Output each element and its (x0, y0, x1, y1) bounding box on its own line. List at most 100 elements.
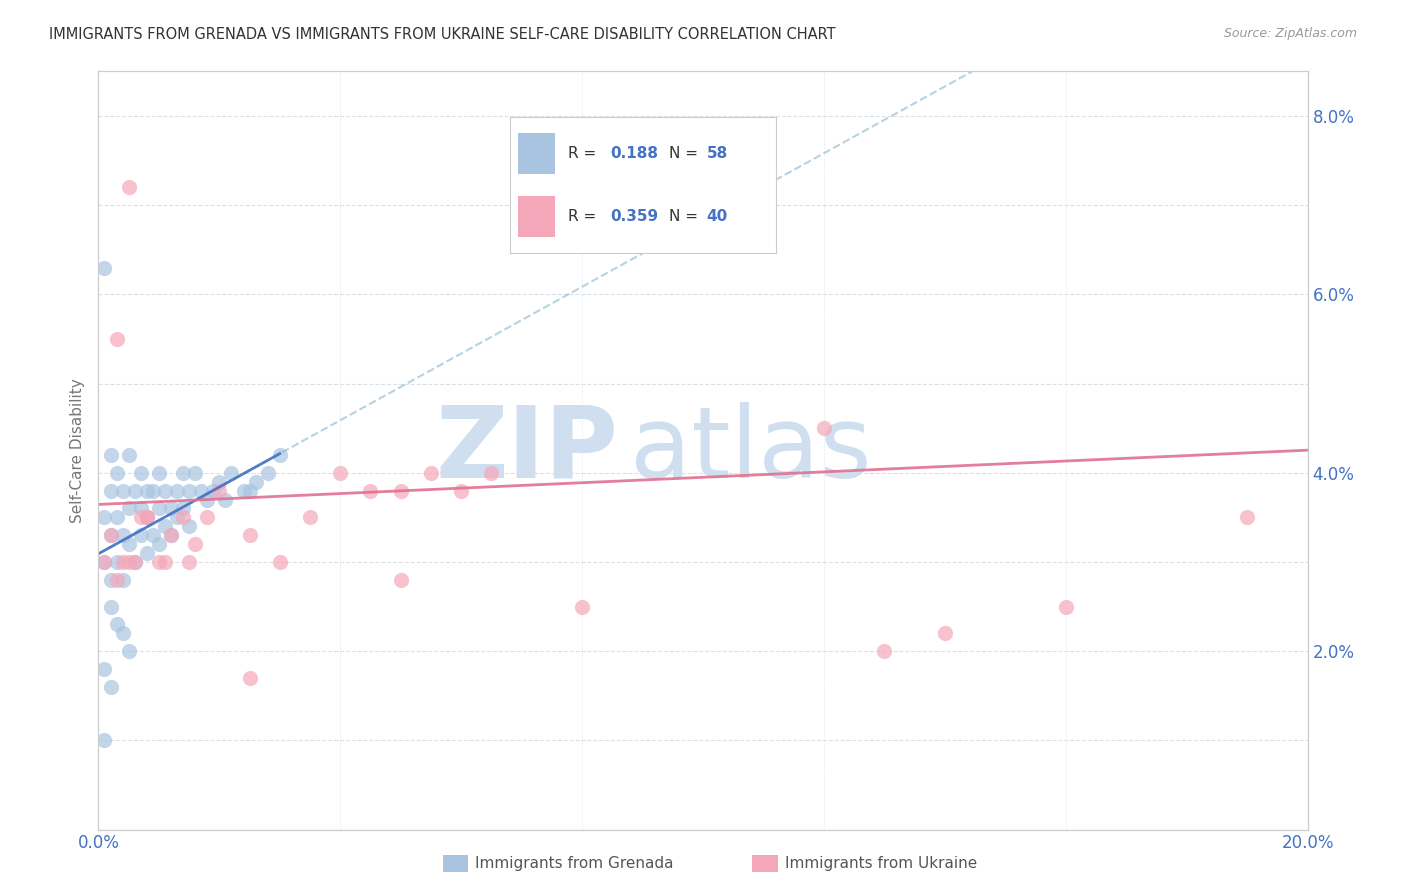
Point (142, 528, 165, 542)
Point (692, 153, 714, 168)
Point (129, 501, 152, 516)
Point (179, 519, 201, 533)
Point (93, 555, 115, 569)
Point (1236, 510, 1258, 524)
Point (118, 501, 141, 516)
Point (118, 537, 141, 551)
Point (269, 448, 291, 462)
Point (129, 510, 152, 524)
Point (111, 626, 134, 640)
Point (135, 510, 157, 524)
Point (269, 555, 291, 569)
Point (239, 671, 262, 685)
Text: atlas: atlas (630, 402, 872, 499)
Point (135, 510, 157, 524)
Point (105, 466, 128, 480)
Text: IMMIGRANTS FROM GRENADA VS IMMIGRANTS FROM UKRAINE SELF-CARE DISABILITY CORRELAT: IMMIGRANTS FROM GRENADA VS IMMIGRANTS FR… (49, 27, 835, 42)
Point (239, 483, 262, 498)
Point (221, 466, 243, 480)
Point (256, 466, 278, 480)
Point (214, 492, 236, 507)
Point (118, 644, 141, 658)
Point (100, 483, 122, 498)
Point (111, 555, 134, 569)
Point (129, 466, 152, 480)
Point (245, 475, 267, 489)
Point (153, 483, 176, 498)
Point (160, 501, 183, 516)
Point (100, 448, 122, 462)
Point (450, 483, 472, 498)
Point (100, 573, 122, 587)
Point (148, 555, 170, 569)
Point (190, 483, 212, 498)
Point (111, 528, 134, 542)
Point (481, 466, 503, 480)
Point (202, 483, 225, 498)
Point (232, 483, 254, 498)
Point (129, 528, 152, 542)
Point (105, 332, 128, 346)
Bar (443, 855, 468, 872)
Bar (752, 855, 778, 872)
Text: Immigrants from Grenada: Immigrants from Grenada (475, 856, 673, 871)
Point (329, 466, 352, 480)
Point (124, 555, 146, 569)
Point (93, 555, 115, 569)
Point (166, 483, 188, 498)
Point (105, 617, 128, 632)
Point (93, 662, 115, 676)
Point (153, 519, 176, 533)
Point (510, 180, 533, 194)
Point (420, 466, 443, 480)
Point (179, 555, 201, 569)
Point (184, 537, 207, 551)
Point (813, 421, 835, 435)
Point (118, 555, 141, 569)
Point (160, 528, 183, 542)
Point (239, 528, 262, 542)
Point (184, 466, 207, 480)
Point (195, 510, 218, 524)
Point (160, 528, 183, 542)
Point (166, 510, 188, 524)
Point (208, 475, 231, 489)
Point (631, 171, 654, 186)
Point (571, 599, 593, 614)
Point (179, 483, 201, 498)
Point (100, 680, 122, 694)
Point (153, 555, 176, 569)
Point (124, 483, 146, 498)
Point (172, 501, 194, 516)
Point (389, 483, 412, 498)
Point (118, 180, 141, 194)
Point (135, 510, 157, 524)
Point (1054, 599, 1077, 614)
Point (93, 260, 115, 275)
Point (105, 573, 128, 587)
Point (934, 626, 956, 640)
Point (172, 466, 194, 480)
Point (100, 528, 122, 542)
Point (100, 599, 122, 614)
Text: ZIP: ZIP (436, 402, 619, 499)
Point (172, 510, 194, 524)
Text: Immigrants from Ukraine: Immigrants from Ukraine (785, 856, 977, 871)
Point (105, 510, 128, 524)
Y-axis label: Self-Care Disability: Self-Care Disability (69, 378, 84, 523)
Point (93, 733, 115, 747)
Point (135, 546, 157, 560)
Text: Source: ZipAtlas.com: Source: ZipAtlas.com (1223, 27, 1357, 40)
Point (360, 483, 382, 498)
Point (111, 483, 134, 498)
Point (118, 448, 141, 462)
Point (105, 555, 128, 569)
Point (111, 573, 134, 587)
Point (195, 492, 218, 507)
Point (148, 537, 170, 551)
Point (299, 510, 322, 524)
Point (142, 483, 165, 498)
Point (873, 644, 896, 658)
Point (124, 555, 146, 569)
Point (148, 501, 170, 516)
